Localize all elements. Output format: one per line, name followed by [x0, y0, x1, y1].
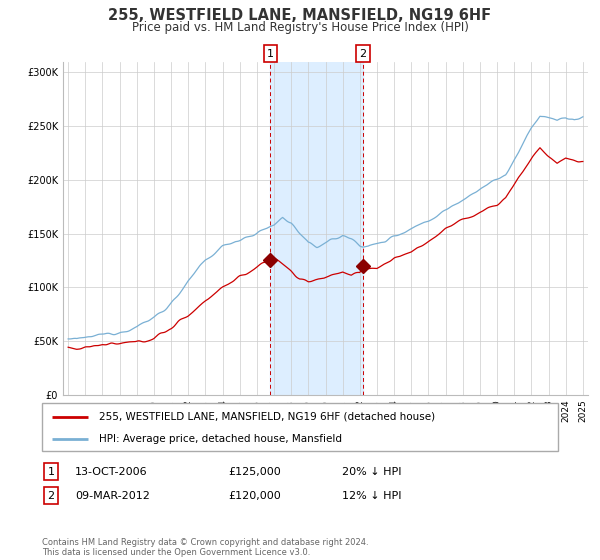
Text: 255, WESTFIELD LANE, MANSFIELD, NG19 6HF: 255, WESTFIELD LANE, MANSFIELD, NG19 6HF [109, 8, 491, 24]
FancyBboxPatch shape [42, 403, 558, 451]
Text: 13-OCT-2006: 13-OCT-2006 [75, 466, 148, 477]
Text: Price paid vs. HM Land Registry's House Price Index (HPI): Price paid vs. HM Land Registry's House … [131, 21, 469, 34]
Text: 2: 2 [47, 491, 55, 501]
Text: £125,000: £125,000 [228, 466, 281, 477]
Text: 20% ↓ HPI: 20% ↓ HPI [342, 466, 401, 477]
Text: 2: 2 [359, 49, 367, 59]
Text: Contains HM Land Registry data © Crown copyright and database right 2024.
This d: Contains HM Land Registry data © Crown c… [42, 538, 368, 557]
Text: 1: 1 [47, 466, 55, 477]
Text: 12% ↓ HPI: 12% ↓ HPI [342, 491, 401, 501]
Text: HPI: Average price, detached house, Mansfield: HPI: Average price, detached house, Mans… [99, 434, 342, 444]
Text: £120,000: £120,000 [228, 491, 281, 501]
Text: 09-MAR-2012: 09-MAR-2012 [75, 491, 150, 501]
Text: 255, WESTFIELD LANE, MANSFIELD, NG19 6HF (detached house): 255, WESTFIELD LANE, MANSFIELD, NG19 6HF… [99, 412, 435, 422]
Text: 1: 1 [267, 49, 274, 59]
Bar [271, 62, 363, 395]
